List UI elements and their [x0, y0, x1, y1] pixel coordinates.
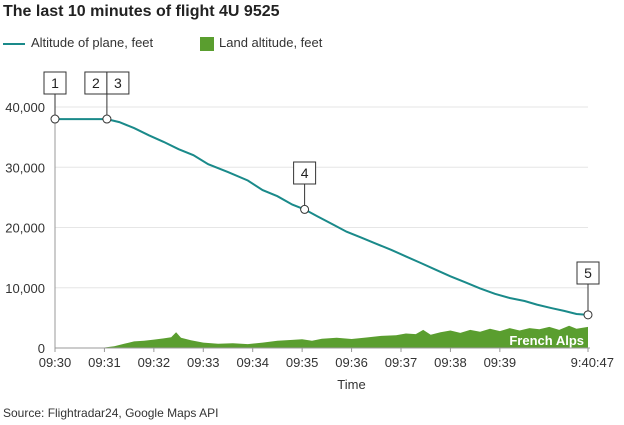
- event-box: [576, 261, 600, 285]
- y-tick-label: 40,000: [5, 100, 45, 115]
- plane-altitude-line: [55, 118, 589, 316]
- y-tick-label: 20,000: [5, 221, 45, 236]
- x-tick-label: 09:36: [335, 355, 368, 370]
- x-tick-label: 09:32: [138, 355, 171, 370]
- legend-label-plane: Altitude of plane, feet: [31, 35, 154, 50]
- event-marker: [50, 114, 60, 124]
- event-box: [106, 71, 130, 95]
- x-tick-label: 09:37: [385, 355, 418, 370]
- x-tick-label: 09:31: [88, 355, 121, 370]
- x-tick-label: 09:30: [39, 355, 72, 370]
- event-label: 2: [92, 75, 100, 91]
- x-tick-label: 9:40:47: [571, 355, 614, 370]
- french-alps-label: French Alps: [509, 333, 584, 348]
- legend-label-land: Land altitude, feet: [219, 35, 323, 50]
- event-marker: [102, 114, 112, 124]
- legend-swatch-box: [200, 37, 214, 51]
- event-marker: [583, 310, 593, 320]
- land-altitude-area: [55, 325, 588, 348]
- source-note: Source: Flightradar24, Google Maps API: [3, 406, 219, 420]
- y-tick-label: 30,000: [5, 160, 45, 175]
- y-tick-label: 0: [38, 341, 45, 356]
- event-label: 3: [114, 75, 122, 91]
- event-marker: [300, 204, 310, 214]
- flight-altitude-chart: 0 10,000 20,000 30,000 40,000 French Alps 09:3…: [5, 71, 614, 392]
- x-tick-label: 09:39: [484, 355, 517, 370]
- chart-title: The last 10 minutes of flight 4U 9525: [3, 3, 280, 20]
- event-box: [43, 71, 67, 95]
- event-label: 5: [584, 265, 592, 281]
- y-tick-label: 10,000: [5, 281, 45, 296]
- legend-swatch-line: [3, 43, 25, 45]
- x-tick-label: 09:35: [286, 355, 319, 370]
- event-label: 1: [51, 75, 59, 91]
- x-tick-label: 09:34: [236, 355, 269, 370]
- event-box: [293, 161, 317, 185]
- x-axis-title: Time: [337, 377, 365, 392]
- x-tick-label: 09:33: [187, 355, 220, 370]
- x-tick-label: 09:38: [434, 355, 467, 370]
- event-label: 4: [301, 165, 309, 181]
